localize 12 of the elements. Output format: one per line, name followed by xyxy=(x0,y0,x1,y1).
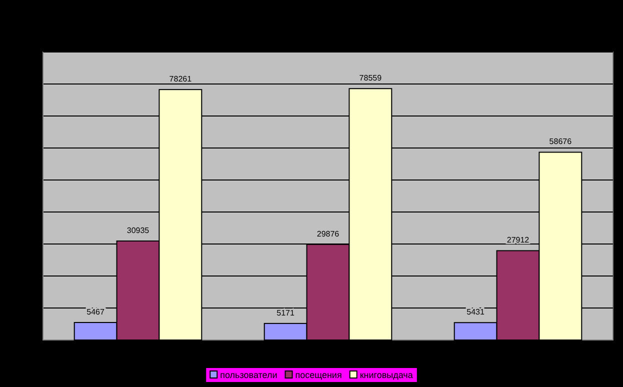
legend-label: посещения xyxy=(295,370,342,380)
legend-label: пользователи xyxy=(220,370,278,380)
data-label: 5171 xyxy=(276,308,296,318)
data-label: 78559 xyxy=(359,74,382,83)
data-label: 58676 xyxy=(549,137,572,146)
data-label: 78261 xyxy=(169,74,192,84)
data-label: 27912 xyxy=(506,236,530,245)
data-label: 29876 xyxy=(316,229,340,238)
data-label: 5431 xyxy=(466,308,486,317)
data-label: 30935 xyxy=(126,226,150,236)
data-label: 5467 xyxy=(86,308,106,317)
legend-label: книговыдача xyxy=(360,370,413,380)
